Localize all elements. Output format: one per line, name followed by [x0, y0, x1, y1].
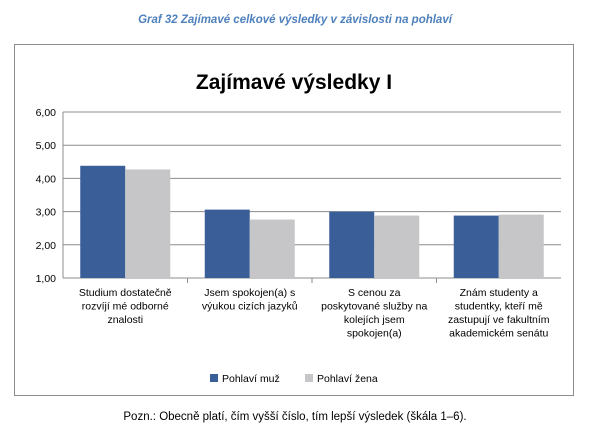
x-category-label-line: Jsem spokojen(a) s — [204, 287, 295, 299]
bar-zena — [498, 214, 544, 278]
x-category-label-line: Znám studenty a — [460, 287, 538, 299]
x-category-label-line: S cenou za — [348, 287, 401, 299]
legend-swatch-muz — [210, 374, 218, 382]
bar-zena — [249, 219, 295, 278]
footnote: Pozn.: Obecně platí, čím vyšší číslo, tí… — [123, 411, 467, 423]
legend-label-muz: Pohlaví muž — [222, 373, 280, 385]
legend-label-zena: Pohlaví žena — [317, 373, 378, 385]
bar-zena — [125, 169, 171, 278]
bar-chart: Zajímavé výsledky I 1,00 2,00 3,00 4,00 5,00 6… — [36, 71, 561, 385]
x-category-label-line: výukou cizích jazyků — [202, 301, 298, 313]
x-category-label-line: rozvíjí mé odborné — [82, 301, 169, 313]
x-category-label-line: studentky, kteří mě — [455, 301, 543, 313]
bar-muz — [329, 211, 375, 278]
y-tick-label: 6,00 — [36, 107, 57, 119]
x-category-label-line: akademickém senátu — [449, 328, 548, 340]
chart-frame: Zajímavé výsledky I 1,00 2,00 3,00 4,00 5,00 6… — [14, 44, 574, 396]
y-tick-label: 5,00 — [36, 140, 57, 152]
figure-caption: Graf 32 Zajímavé celkové výsledky v závi… — [138, 14, 452, 26]
x-category-label-line: znalosti — [107, 314, 143, 326]
bar-muz — [453, 215, 499, 278]
x-category-label-line: zastupují ve fakultním — [448, 314, 550, 326]
x-category-label-line: Studium dostatečně — [79, 287, 172, 299]
chart-title: Zajímavé výsledky I — [196, 71, 392, 94]
x-category-label-line: kolejích jsem — [344, 314, 405, 326]
x-category-label-line: poskytované služby na — [321, 301, 427, 313]
x-category-label: Studium dostatečně rozvíjí mé odborné znal… — [79, 287, 172, 326]
bar-zena — [374, 215, 420, 278]
x-category-label: S cenou za poskytované služby na kolejích … — [321, 287, 427, 340]
x-category-label: Jsem spokojen(a) s výukou cizích jazyků — [202, 287, 298, 313]
y-tick-label: 1,00 — [36, 273, 57, 285]
bar-muz — [80, 165, 126, 278]
bar-muz — [204, 209, 250, 278]
x-category-label: Znám studenty a studentky, kteří mě zastup… — [448, 287, 550, 340]
y-tick-label: 4,00 — [36, 173, 57, 185]
x-category-label-line: spokojen(a) — [347, 328, 402, 340]
y-tick-label: 2,00 — [36, 240, 57, 252]
y-tick-label: 3,00 — [36, 207, 57, 219]
legend-swatch-zena — [305, 374, 313, 382]
